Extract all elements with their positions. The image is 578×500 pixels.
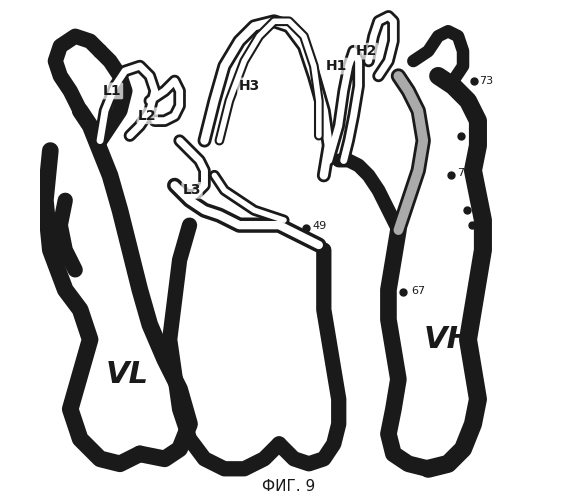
Text: H3: H3 bbox=[239, 79, 260, 93]
Text: VH: VH bbox=[424, 325, 473, 354]
Text: 73: 73 bbox=[479, 76, 493, 86]
Text: H2: H2 bbox=[355, 44, 377, 58]
Text: H1: H1 bbox=[325, 59, 347, 73]
Text: L2: L2 bbox=[138, 109, 157, 122]
Text: 69: 69 bbox=[477, 221, 491, 231]
Text: 49: 49 bbox=[313, 221, 327, 231]
Text: 78: 78 bbox=[473, 204, 487, 214]
Text: L3: L3 bbox=[183, 184, 201, 198]
Text: 67: 67 bbox=[411, 286, 425, 296]
Text: ФИГ. 9: ФИГ. 9 bbox=[262, 478, 316, 494]
Text: L1: L1 bbox=[103, 84, 122, 98]
Text: VL: VL bbox=[106, 360, 149, 389]
Text: 71: 71 bbox=[457, 168, 471, 178]
Text: 76: 76 bbox=[467, 128, 481, 138]
